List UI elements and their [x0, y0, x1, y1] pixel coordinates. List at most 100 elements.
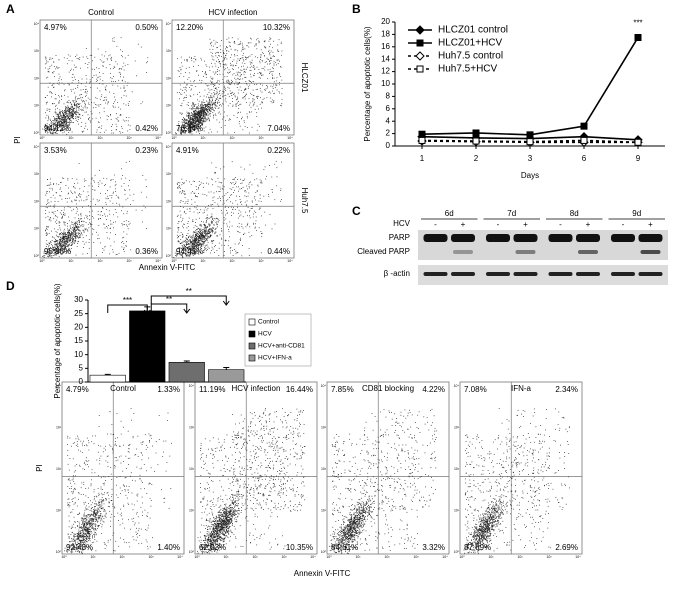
event-dot	[216, 221, 218, 223]
event-dot	[59, 100, 60, 102]
event-dot	[190, 235, 192, 237]
event-dot	[232, 65, 234, 67]
event-dot	[211, 107, 213, 108]
event-dot	[192, 104, 194, 106]
event-dot	[70, 240, 71, 242]
event-dot	[79, 235, 80, 237]
event-dot	[66, 201, 68, 203]
event-dot	[68, 230, 70, 232]
event-dot	[56, 240, 58, 242]
event-dot	[189, 125, 190, 127]
event-dot	[220, 52, 222, 53]
event-dot	[181, 113, 183, 115]
event-dot	[217, 47, 218, 48]
event-dot	[190, 131, 192, 132]
event-dot	[184, 81, 185, 83]
event-dot	[66, 112, 67, 114]
event-dot	[199, 110, 201, 112]
event-dot	[54, 112, 56, 113]
event-dot	[196, 233, 198, 235]
event-dot	[200, 82, 202, 84]
event-dot	[46, 240, 48, 242]
event-dot	[123, 236, 125, 238]
event-dot	[112, 124, 113, 126]
event-dot	[142, 101, 143, 103]
event-dot	[56, 234, 57, 236]
event-dot	[233, 179, 235, 181]
event-dot	[193, 61, 195, 63]
event-dot	[82, 237, 84, 239]
event-dot	[259, 125, 260, 127]
event-dot	[206, 220, 207, 221]
event-dot	[67, 116, 69, 118]
event-dot	[88, 239, 90, 240]
event-dot	[65, 106, 66, 108]
event-dot	[194, 242, 196, 243]
event-dot	[262, 99, 264, 100]
event-dot	[48, 248, 50, 250]
event-dot	[280, 104, 281, 106]
event-dot	[200, 246, 202, 247]
event-dot	[234, 243, 236, 245]
event-dot	[199, 120, 200, 122]
event-dot	[256, 84, 258, 85]
event-dot	[46, 226, 47, 228]
event-dot	[206, 226, 208, 228]
event-dot	[204, 230, 206, 231]
event-dot	[185, 125, 186, 127]
event-dot	[196, 120, 197, 122]
event-dot	[218, 181, 220, 183]
event-dot	[67, 118, 68, 119]
event-dot	[201, 104, 203, 105]
event-dot	[56, 232, 58, 234]
event-dot	[191, 88, 192, 90]
event-dot	[52, 130, 54, 132]
event-dot	[112, 84, 114, 86]
event-dot	[56, 246, 58, 248]
event-dot	[97, 48, 99, 50]
event-dot	[177, 214, 179, 216]
event-dot	[66, 133, 68, 135]
event-dot	[99, 132, 101, 133]
event-dot	[56, 249, 58, 250]
event-dot	[79, 103, 81, 105]
event-dot	[47, 233, 48, 235]
event-dot	[83, 224, 85, 226]
event-dot	[67, 115, 68, 117]
event-dot	[222, 73, 224, 75]
event-dot	[233, 178, 235, 180]
event-dot	[62, 116, 64, 118]
event-dot	[275, 84, 277, 86]
event-dot	[246, 224, 248, 226]
event-dot	[255, 204, 257, 205]
event-dot	[205, 229, 207, 231]
event-dot	[272, 47, 274, 49]
event-dot	[63, 245, 65, 246]
event-dot	[183, 244, 185, 245]
event-dot	[210, 216, 212, 218]
event-dot	[61, 246, 63, 248]
event-dot	[52, 103, 54, 105]
flow-y-tick: 10⁰	[166, 131, 172, 135]
event-dot	[120, 108, 122, 110]
event-dot	[71, 113, 73, 114]
event-dot	[71, 210, 73, 212]
event-dot	[222, 189, 224, 190]
event-dot	[200, 228, 202, 230]
event-dot	[192, 113, 193, 115]
event-dot	[201, 102, 203, 103]
event-dot	[56, 123, 58, 125]
event-dot	[244, 195, 246, 197]
event-dot	[190, 253, 191, 254]
event-dot	[123, 251, 125, 253]
event-dot	[45, 102, 47, 103]
event-dot	[59, 250, 61, 251]
event-dot	[231, 82, 233, 84]
event-dot	[43, 129, 45, 131]
event-dot	[68, 106, 70, 108]
event-dot	[126, 233, 128, 235]
event-dot	[204, 107, 206, 109]
event-dot	[64, 121, 65, 122]
event-dot	[208, 223, 210, 225]
event-dot	[76, 228, 78, 230]
